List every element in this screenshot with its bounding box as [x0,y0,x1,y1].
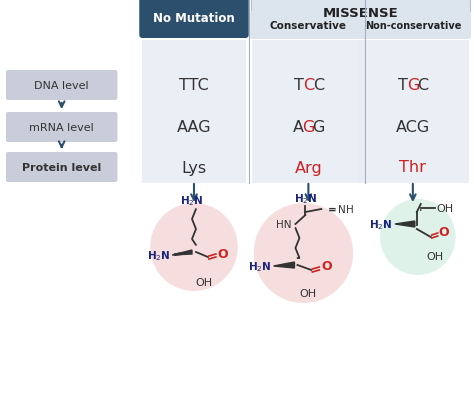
Text: H$_2$N: H$_2$N [146,249,170,262]
Text: DNA level: DNA level [35,81,89,91]
Polygon shape [273,262,294,269]
FancyBboxPatch shape [6,113,118,143]
Text: C: C [417,78,428,93]
FancyBboxPatch shape [142,41,246,183]
Text: C: C [313,78,324,93]
Text: H$_2$N: H$_2$N [294,192,317,205]
Text: H$_2$N: H$_2$N [180,194,204,207]
Text: O: O [439,226,449,239]
Text: $\mathbf{=}$NH: $\mathbf{=}$NH [325,202,354,215]
FancyBboxPatch shape [6,153,118,183]
FancyBboxPatch shape [251,0,470,26]
FancyBboxPatch shape [356,41,469,183]
FancyBboxPatch shape [252,41,365,183]
Text: $\bullet$: $\bullet$ [418,206,422,211]
Text: O: O [321,260,332,273]
Text: O: O [218,247,228,260]
Text: No Mutation: No Mutation [153,11,235,24]
Text: G: G [312,120,324,135]
FancyBboxPatch shape [6,71,118,101]
Text: A: A [293,120,304,135]
Polygon shape [395,222,415,228]
Text: Protein level: Protein level [22,162,101,173]
Text: ACG: ACG [396,120,430,135]
Text: T: T [293,78,303,93]
Text: Lys: Lys [182,160,207,175]
Circle shape [380,200,456,275]
FancyBboxPatch shape [139,0,249,39]
Text: Non-conservative: Non-conservative [365,21,461,31]
Text: C: C [303,78,314,93]
Text: Arg: Arg [294,160,322,175]
Text: Conservative: Conservative [270,21,347,31]
Text: Thr: Thr [400,160,426,175]
Text: MISSENSE: MISSENSE [323,6,399,19]
FancyBboxPatch shape [250,12,366,40]
Text: H$_2$N: H$_2$N [248,260,272,273]
Text: TTC: TTC [179,78,209,93]
Text: HN: HN [276,220,292,230]
Polygon shape [172,250,192,256]
Text: G: G [302,120,315,135]
FancyBboxPatch shape [355,12,471,40]
Text: OH: OH [195,277,212,287]
Text: T: T [398,78,408,93]
Circle shape [150,203,238,291]
Text: G: G [407,78,419,93]
Text: OH: OH [300,288,317,298]
Text: AAG: AAG [177,120,211,135]
Circle shape [254,203,353,303]
Text: OH: OH [426,252,443,261]
Text: OH: OH [437,203,454,213]
Text: H$_2$N: H$_2$N [369,217,393,231]
Text: mRNA level: mRNA level [29,123,94,133]
